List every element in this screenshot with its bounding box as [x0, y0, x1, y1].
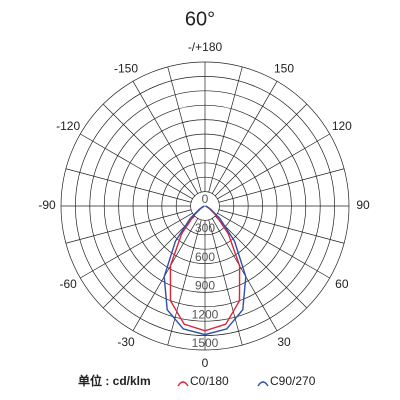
spoke [214, 215, 308, 309]
spoke [211, 81, 278, 194]
spoke [102, 215, 196, 309]
r-tick-label: 0 [202, 192, 209, 206]
angle-tick-label: 150 [274, 61, 294, 75]
spoke [217, 133, 330, 200]
spoke [80, 212, 193, 279]
minor-ring [132, 133, 278, 279]
spoke [167, 66, 202, 193]
minor-ring [75, 76, 335, 336]
ring [147, 148, 263, 264]
angle-tick-label: -120 [56, 119, 80, 133]
angle-tick-label: -30 [117, 335, 135, 349]
spoke [65, 168, 192, 203]
angle-tick-label: 30 [277, 335, 291, 349]
angle-tick-label: -150 [114, 61, 138, 75]
r-tick-label: 900 [195, 279, 215, 293]
r-tick-label: 1500 [192, 336, 219, 350]
minor-ring [103, 104, 307, 308]
legend-swatch [257, 381, 269, 387]
chart-title: 60° [185, 8, 215, 30]
minor-ring [190, 191, 220, 221]
angle-tick-label: 120 [332, 119, 352, 133]
ring [175, 176, 235, 236]
minor-ring [161, 162, 249, 250]
spoke [132, 81, 199, 194]
angle-tick-label: 0 [202, 356, 209, 370]
intensity-curve [163, 205, 247, 336]
angle-tick-label: -/+180 [188, 40, 223, 54]
spoke [80, 133, 193, 200]
ring [89, 90, 321, 322]
unit-label: 单位 : cd/klm [78, 373, 151, 388]
r-tick-label: 300 [195, 221, 215, 235]
spoke [218, 168, 345, 203]
spoke [218, 209, 345, 244]
spoke [167, 219, 202, 346]
angle-tick-label: -90 [38, 198, 56, 212]
r-tick-label: 1200 [192, 307, 219, 321]
angle-tick-label: -60 [59, 277, 77, 291]
spoke [102, 103, 196, 197]
spoke [217, 212, 330, 279]
spoke [65, 209, 192, 244]
spoke [214, 103, 308, 197]
spoke [208, 66, 243, 193]
r-tick-label: 600 [195, 250, 215, 264]
angle-tick-label: 60 [335, 277, 349, 291]
ring [60, 61, 350, 351]
legend-label: C90/270 [270, 374, 316, 388]
legend-swatch [177, 381, 189, 387]
ring [118, 119, 292, 293]
spoke [208, 219, 243, 346]
angle-tick-label: 90 [356, 198, 370, 212]
legend-label: C0/180 [190, 374, 229, 388]
